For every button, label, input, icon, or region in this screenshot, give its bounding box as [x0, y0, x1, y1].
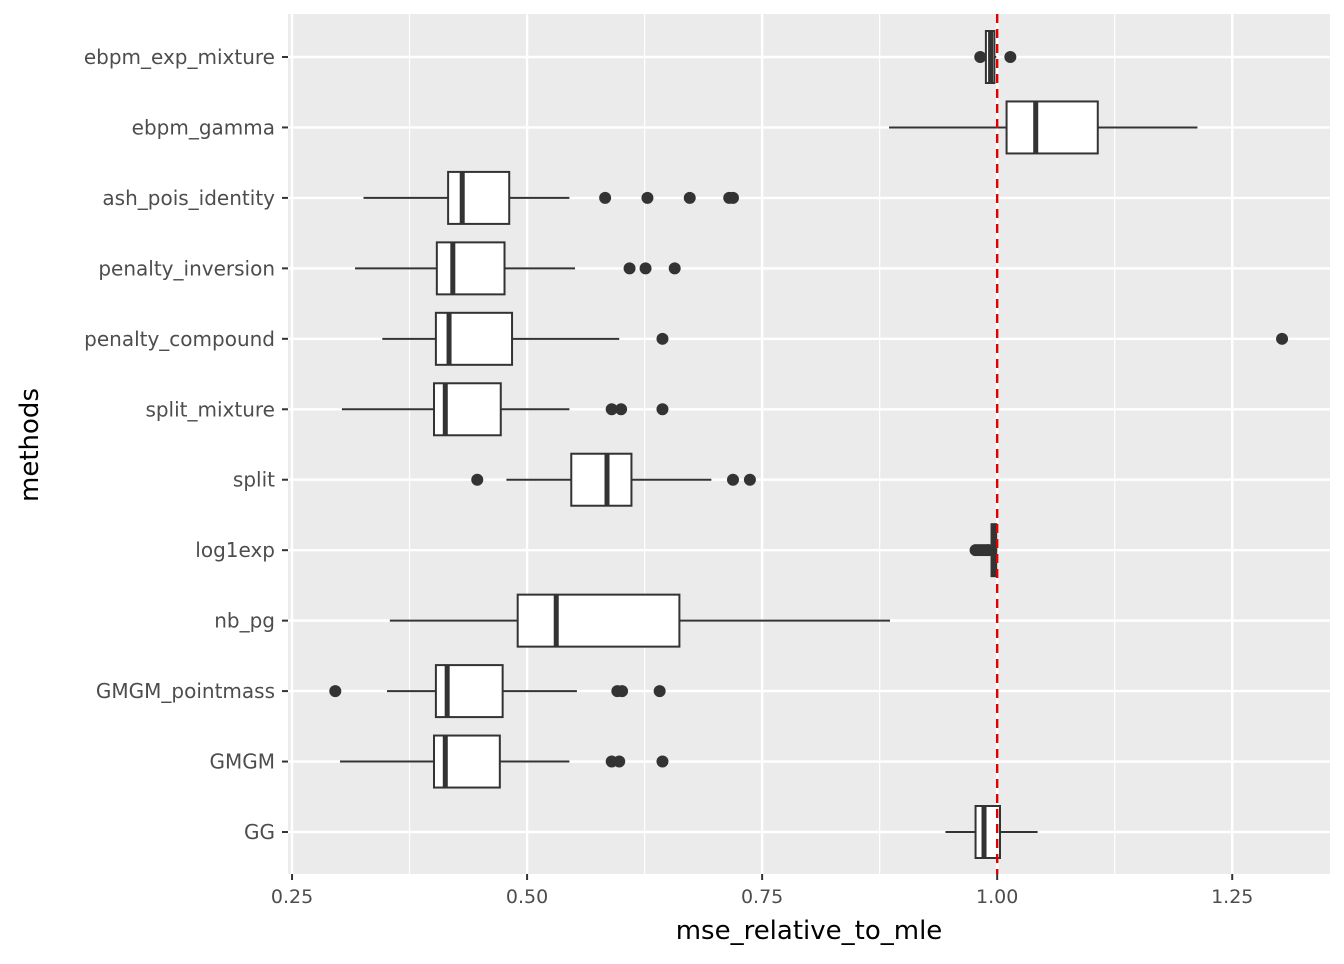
- box-nb_pg: [389, 593, 890, 648]
- y-tick-label: penalty_inversion: [98, 256, 275, 280]
- outlier-point: [974, 51, 987, 63]
- y-axis-title: methods: [15, 388, 45, 502]
- outlier-point: [726, 473, 739, 486]
- outlier-point: [668, 262, 681, 275]
- box-ebpm_gamma: [889, 100, 1198, 155]
- outlier-point: [743, 473, 756, 486]
- box-iqr: [516, 593, 681, 648]
- box-GMGM: [339, 734, 669, 789]
- x-tick-label: 0.50: [506, 886, 548, 908]
- outlier-point: [616, 685, 629, 698]
- y-tick-label: ebpm_exp_mixture: [84, 45, 275, 69]
- y-tick-label: GMGM: [209, 750, 275, 774]
- y-tick-label: GG: [244, 820, 275, 844]
- outlier-point: [599, 191, 612, 204]
- box-log1exp: [969, 523, 998, 578]
- y-tick-label: nb_pg: [214, 609, 275, 633]
- box-iqr: [435, 241, 506, 296]
- panel-background: [288, 14, 1330, 874]
- y-tick-label: penalty_compound: [84, 327, 275, 351]
- y-tick-label: ebpm_gamma: [132, 115, 275, 139]
- outlier-point: [641, 191, 654, 204]
- y-tick-label: GMGM_pointmass: [96, 679, 275, 703]
- outlier-point: [656, 755, 669, 768]
- outlier-point: [471, 473, 484, 486]
- box-split_mixture: [341, 382, 669, 437]
- outlier-point: [653, 685, 666, 698]
- outlier-point: [615, 403, 628, 416]
- box-iqr: [447, 170, 511, 225]
- outlier-point: [656, 403, 669, 416]
- outlier-point: [1276, 332, 1289, 345]
- box-iqr: [570, 452, 633, 507]
- outlier-point: [1004, 51, 1017, 63]
- outlier-point: [683, 191, 696, 204]
- box-penalty_inversion: [355, 241, 681, 296]
- outlier-point: [726, 191, 739, 204]
- box-penalty_compound: [382, 311, 1289, 366]
- outlier-point: [982, 544, 995, 557]
- y-tick-label: log1exp: [195, 538, 275, 562]
- box-iqr: [1005, 100, 1099, 155]
- x-tick-label: 1.00: [976, 886, 1018, 908]
- box-ebpm_exp_mixture: [974, 30, 1017, 84]
- x-tick-label: 0.25: [271, 886, 313, 908]
- outlier-point: [639, 262, 652, 275]
- x-axis-title: mse_relative_to_mle: [676, 916, 943, 946]
- y-tick-label: split: [233, 468, 275, 492]
- x-tick-label: 1.25: [1211, 886, 1253, 908]
- y-tick-label: split_mixture: [145, 397, 275, 421]
- x-tick-label: 0.75: [741, 886, 783, 908]
- box-GG: [945, 805, 1038, 859]
- outlier-point: [623, 262, 636, 275]
- outlier-point: [613, 755, 626, 768]
- box-iqr: [974, 805, 1001, 859]
- y-tick-label: ash_pois_identity: [102, 186, 275, 210]
- box-split: [471, 452, 756, 507]
- box-GMGM_pointmass: [329, 664, 666, 719]
- outlier-point: [656, 332, 669, 345]
- outlier-point: [605, 403, 618, 416]
- box-ash_pois_identity: [363, 170, 739, 225]
- outlier-point: [329, 685, 342, 698]
